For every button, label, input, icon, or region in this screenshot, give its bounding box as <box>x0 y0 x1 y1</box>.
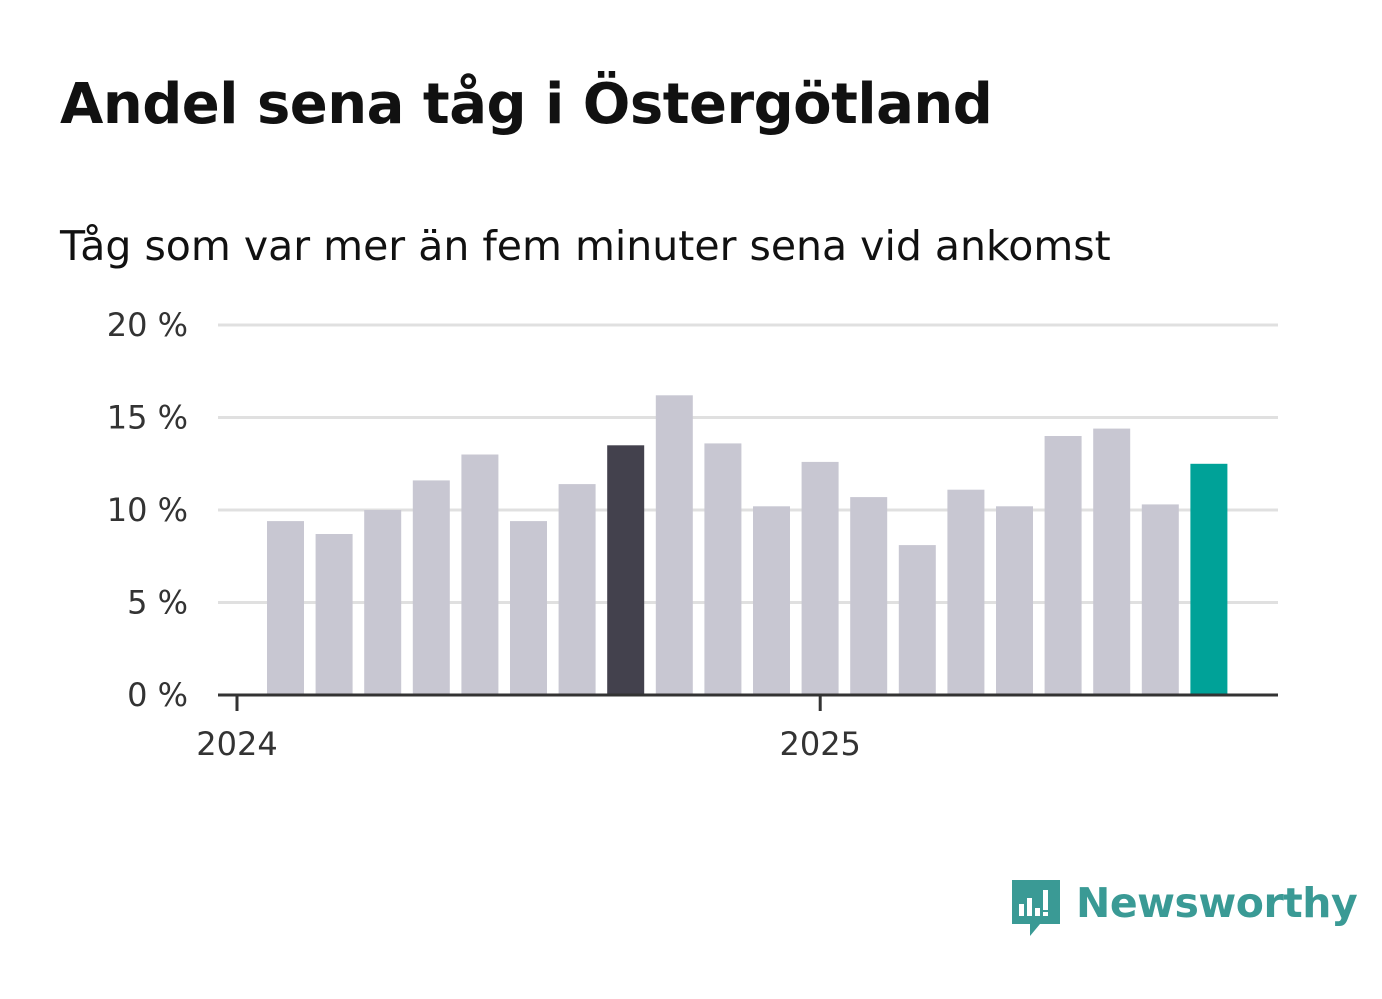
bar-2024-12 <box>801 461 839 695</box>
y-tick-label-15: 15 % <box>107 399 188 437</box>
bar-2024-03 <box>364 510 402 695</box>
bar-2024-10 <box>704 443 742 695</box>
newsworthy-bar-chart-icon <box>1012 880 1060 936</box>
bar-2025-04 <box>996 506 1033 695</box>
bar-2025-03 <box>947 489 985 695</box>
chart-title: Andel sena tåg i Östergötland <box>60 72 993 137</box>
logo-bar-3 <box>1035 908 1040 916</box>
bar-2024-08 <box>607 445 645 696</box>
bar-2024-07 <box>558 484 596 695</box>
bar-2024-04 <box>412 480 450 695</box>
axes <box>218 693 1278 711</box>
y-tick-label-5: 5 % <box>127 584 188 622</box>
bar-2024-06 <box>510 521 547 695</box>
bar-2025-06 <box>1093 428 1131 695</box>
bar-2025-05 <box>1044 436 1082 695</box>
logo-bar-1 <box>1019 904 1024 916</box>
newsworthy-logo: Newsworthy <box>1010 878 1358 940</box>
bars <box>267 395 1228 696</box>
x-tick-label-2024: 2024 <box>196 725 277 763</box>
bar-2024-01 <box>267 521 304 695</box>
bar-2024-02 <box>315 534 353 695</box>
y-tick-label-10: 10 % <box>107 491 188 529</box>
chart-subtitle: Tåg som var mer än fem minuter sena vid … <box>60 222 1111 270</box>
logo-text: Newsworthy <box>1076 879 1358 927</box>
logo-bar-2 <box>1027 898 1032 916</box>
logo-dot <box>1043 912 1048 916</box>
x-tick-label-2025: 2025 <box>779 725 860 763</box>
y-tick-label-0: 0 % <box>127 676 188 714</box>
bar-2024-11 <box>753 506 790 695</box>
y-tick-label-20: 20 % <box>107 306 188 344</box>
tick-labels: 0 % 5 % 10 % 15 % 20 % 2024 2025 <box>107 306 861 763</box>
bar-2025-01 <box>850 497 888 695</box>
logo-bar-4 <box>1043 890 1048 910</box>
bar-2024-05 <box>461 454 499 695</box>
bar-2025-07 <box>1141 504 1179 695</box>
bar-2025-02 <box>898 545 936 695</box>
bar-2024-09 <box>655 395 693 695</box>
bar-2025-08 <box>1190 463 1228 696</box>
